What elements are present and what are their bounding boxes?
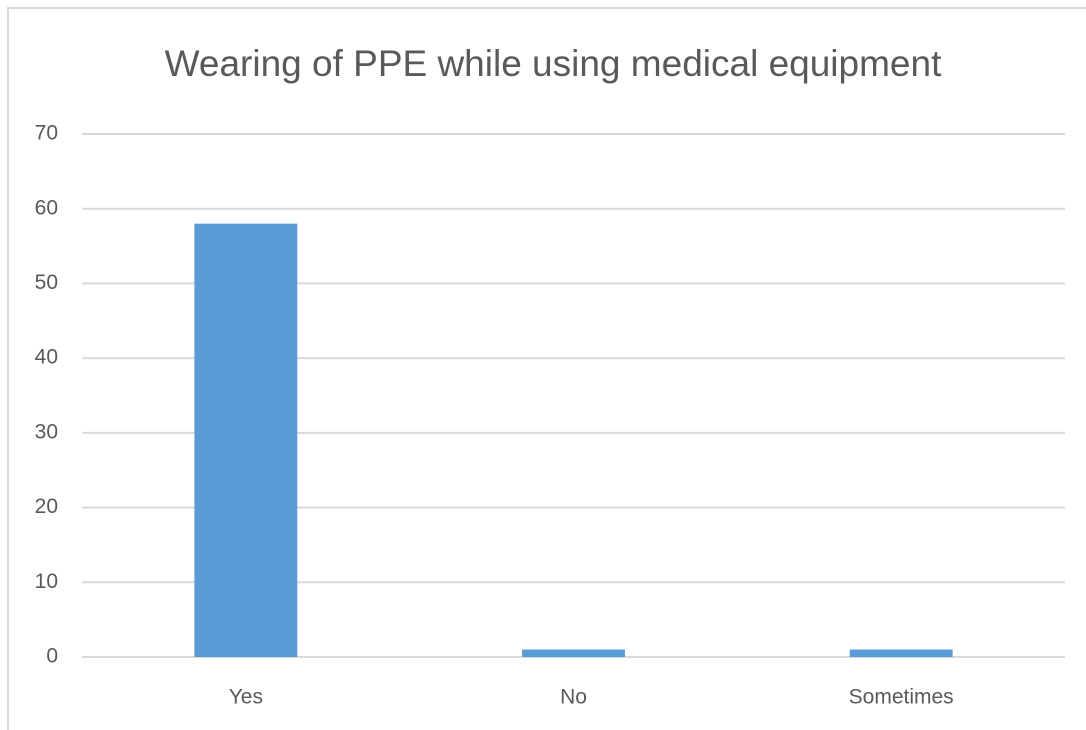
y-tick-label: 60 [35,196,58,219]
y-tick-label: 0 [46,645,58,668]
y-tick-label: 50 [35,271,58,294]
y-tick-label: 40 [35,346,58,369]
x-tick-label: No [560,686,587,709]
chart-title: Wearing of PPE while using medical equip… [165,43,942,84]
bar [522,649,625,657]
chart-border [7,7,1086,730]
y-tick-label: 70 [35,122,58,145]
bar [849,649,953,657]
y-tick-label: 20 [35,495,58,518]
x-tick-label: Sometimes [849,686,954,709]
bar [194,223,298,657]
y-tick-label: 30 [35,420,58,443]
y-tick-label: 10 [35,570,58,593]
x-tick-label: Yes [229,686,263,709]
